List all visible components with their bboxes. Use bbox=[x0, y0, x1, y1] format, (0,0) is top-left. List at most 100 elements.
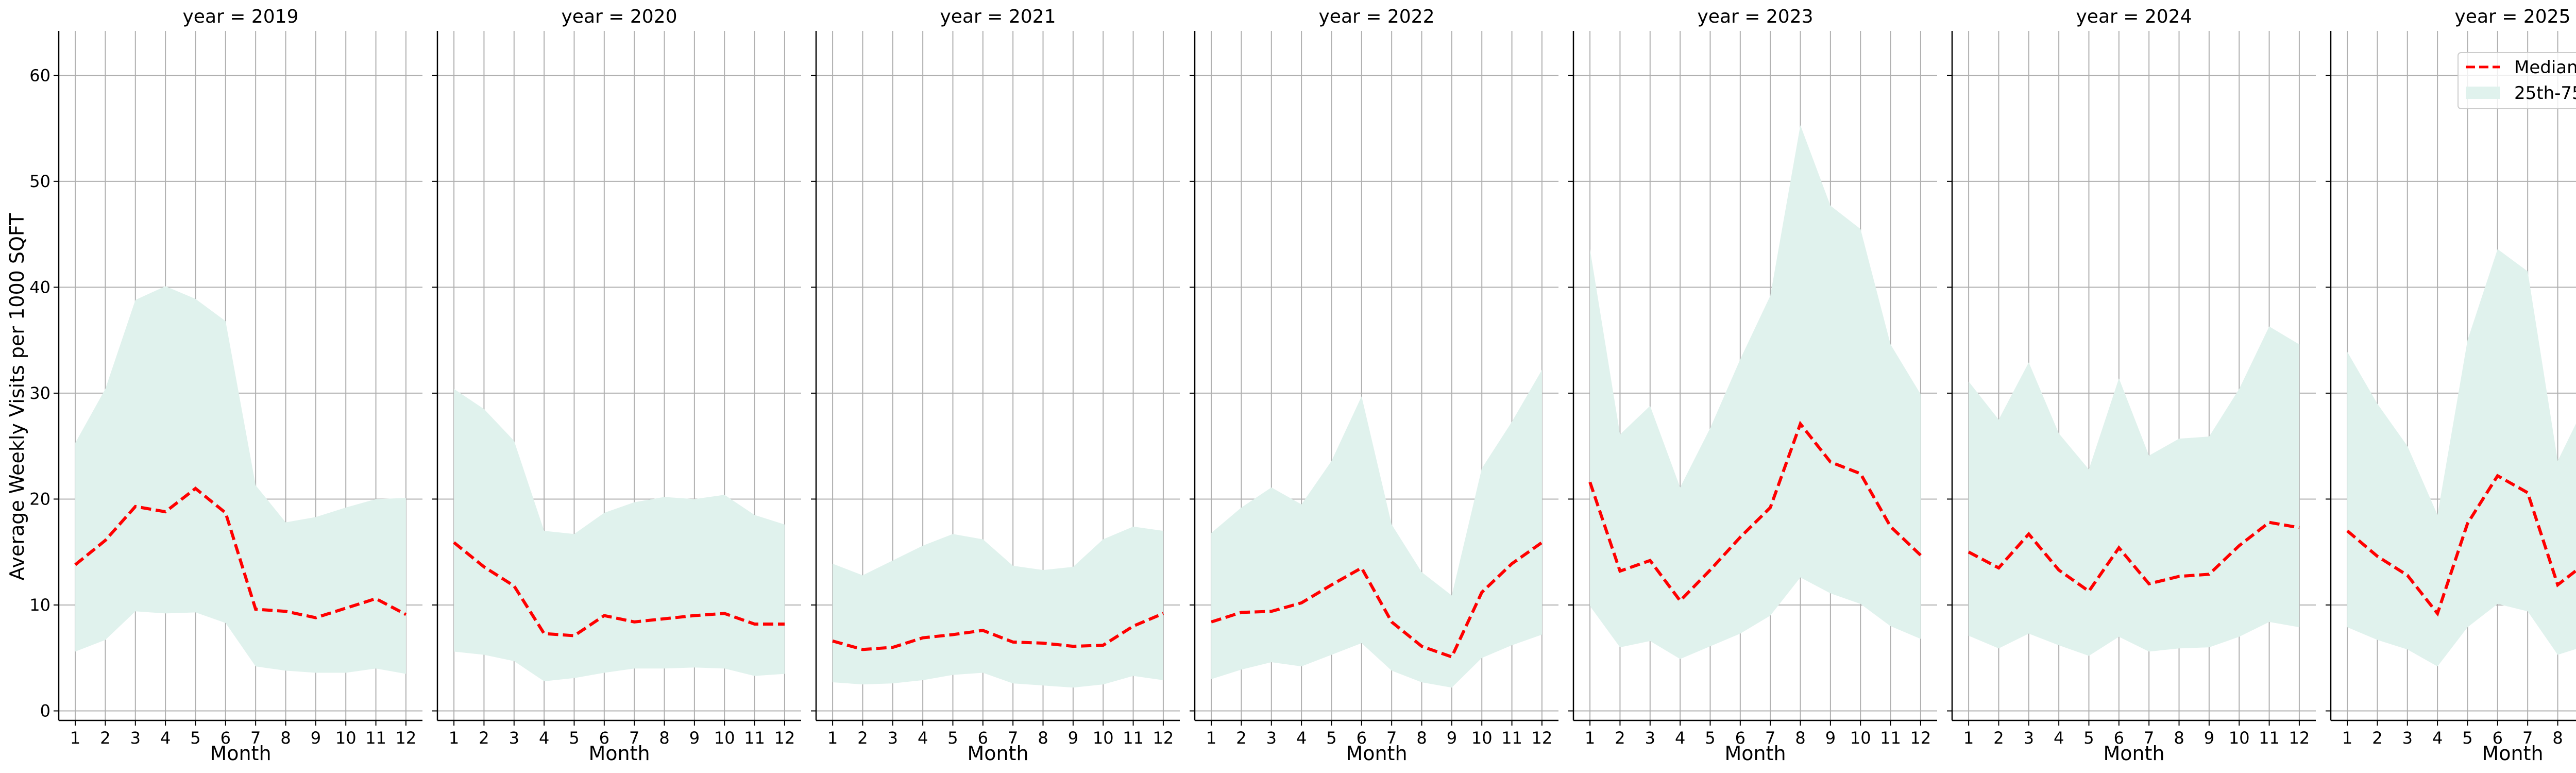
x-tick-label: 10 bbox=[335, 728, 357, 748]
x-tick-label: 1 bbox=[449, 728, 459, 748]
percentile-band bbox=[454, 389, 785, 681]
x-tick-label: 7 bbox=[250, 728, 261, 748]
x-tick-label: 8 bbox=[2552, 728, 2563, 748]
x-tick-label: 1 bbox=[827, 728, 838, 748]
x-tick-label: 1 bbox=[1206, 728, 1216, 748]
x-tick-label: 5 bbox=[1705, 728, 1715, 748]
x-axis-label: Month bbox=[1724, 742, 1786, 765]
x-tick-label: 9 bbox=[1825, 728, 1836, 748]
x-tick-label: 4 bbox=[2054, 728, 2064, 748]
y-tick-label: 30 bbox=[29, 383, 50, 403]
x-tick-label: 9 bbox=[1068, 728, 1078, 748]
legend-band-swatch bbox=[2466, 87, 2500, 99]
x-tick-label: 4 bbox=[1675, 728, 1685, 748]
x-tick-label: 4 bbox=[2432, 728, 2443, 748]
x-tick-label: 7 bbox=[2144, 728, 2154, 748]
x-axis-label: Month bbox=[210, 742, 271, 765]
panel-title: year = 2021 bbox=[940, 6, 1056, 27]
x-axis-label: Month bbox=[967, 742, 1028, 765]
y-tick-label: 40 bbox=[29, 277, 50, 297]
panel-title: year = 2022 bbox=[1319, 6, 1435, 27]
x-tick-label: 6 bbox=[978, 728, 988, 748]
x-tick-label: 2 bbox=[857, 728, 868, 748]
median-line bbox=[1968, 520, 2300, 594]
x-tick-label: 1 bbox=[1585, 728, 1595, 748]
x-tick-label: 5 bbox=[2462, 728, 2472, 748]
x-tick-label: 12 bbox=[2289, 728, 2310, 748]
percentile-band bbox=[2347, 249, 2576, 667]
x-tick-label: 1 bbox=[70, 728, 80, 748]
x-tick-label: 6 bbox=[221, 728, 231, 748]
x-tick-label: 11 bbox=[2259, 728, 2280, 748]
x-tick-label: 5 bbox=[190, 728, 200, 748]
x-tick-label: 9 bbox=[311, 728, 321, 748]
x-tick-label: 10 bbox=[1471, 728, 1493, 748]
percentile-band bbox=[833, 526, 1163, 688]
x-tick-label: 7 bbox=[1386, 728, 1397, 748]
x-tick-label: 8 bbox=[280, 728, 291, 748]
x-tick-label: 1 bbox=[1963, 728, 1974, 748]
percentile-band bbox=[75, 286, 406, 674]
x-tick-label: 12 bbox=[774, 728, 795, 748]
median-line bbox=[74, 486, 407, 619]
legend: Median 25th-75th Percentile bbox=[2458, 52, 2576, 109]
x-tick-label: 10 bbox=[1850, 728, 1871, 748]
x-tick-label: 4 bbox=[160, 728, 171, 748]
y-axis-label: Average Weekly Visits per 1000 SQFT bbox=[6, 213, 28, 580]
x-tick-label: 2 bbox=[1615, 728, 1625, 748]
x-tick-label: 11 bbox=[365, 728, 386, 748]
x-tick-label: 4 bbox=[1296, 728, 1307, 748]
x-tick-label: 6 bbox=[2114, 728, 2124, 748]
x-tick-label: 3 bbox=[1266, 728, 1277, 748]
panel-title: year = 2024 bbox=[2076, 6, 2192, 27]
median-line bbox=[2346, 474, 2576, 617]
median-line bbox=[1588, 421, 1922, 603]
x-tick-label: 12 bbox=[1532, 728, 1553, 748]
panel-title: year = 2020 bbox=[562, 6, 677, 27]
x-tick-label: 5 bbox=[947, 728, 958, 748]
x-tick-label: 3 bbox=[1645, 728, 1655, 748]
x-tick-label: 4 bbox=[918, 728, 928, 748]
x-tick-label: 6 bbox=[1357, 728, 1367, 748]
x-tick-label: 8 bbox=[1416, 728, 1427, 748]
x-tick-label: 12 bbox=[396, 728, 417, 748]
panel-title: year = 2023 bbox=[1698, 6, 1814, 27]
x-tick-label: 3 bbox=[130, 728, 141, 748]
y-tick-label: 50 bbox=[29, 172, 50, 191]
x-axis-label: Month bbox=[2103, 742, 2164, 765]
x-tick-label: 8 bbox=[1038, 728, 1048, 748]
legend-median-label: Median bbox=[2514, 57, 2576, 78]
median-line bbox=[453, 541, 785, 637]
x-axis-label: Month bbox=[588, 742, 650, 765]
percentile-band bbox=[1590, 125, 1921, 659]
x-tick-label: 9 bbox=[689, 728, 700, 748]
x-tick-label: 12 bbox=[1910, 728, 1931, 748]
x-tick-label: 8 bbox=[1795, 728, 1805, 748]
x-tick-label: 5 bbox=[2083, 728, 2094, 748]
x-tick-label: 7 bbox=[1008, 728, 1018, 748]
x-tick-label: 10 bbox=[714, 728, 735, 748]
x-tick-label: 8 bbox=[659, 728, 669, 748]
x-tick-label: 6 bbox=[599, 728, 609, 748]
percentile-band bbox=[1969, 326, 2299, 656]
x-tick-label: 7 bbox=[1765, 728, 1775, 748]
x-tick-label: 11 bbox=[1501, 728, 1522, 748]
x-tick-label: 2 bbox=[2372, 728, 2382, 748]
y-tick-label: 60 bbox=[29, 65, 50, 85]
x-tick-label: 2 bbox=[100, 728, 110, 748]
x-tick-label: 1 bbox=[2342, 728, 2352, 748]
x-tick-label: 7 bbox=[2522, 728, 2533, 748]
x-axis-label: Month bbox=[1346, 742, 1407, 765]
y-tick-label: 10 bbox=[29, 595, 50, 615]
x-tick-label: 3 bbox=[2402, 728, 2413, 748]
y-tick-label: 20 bbox=[29, 489, 50, 509]
x-tick-label: 9 bbox=[1447, 728, 1457, 748]
x-tick-label: 5 bbox=[569, 728, 579, 748]
x-tick-label: 11 bbox=[1880, 728, 1901, 748]
